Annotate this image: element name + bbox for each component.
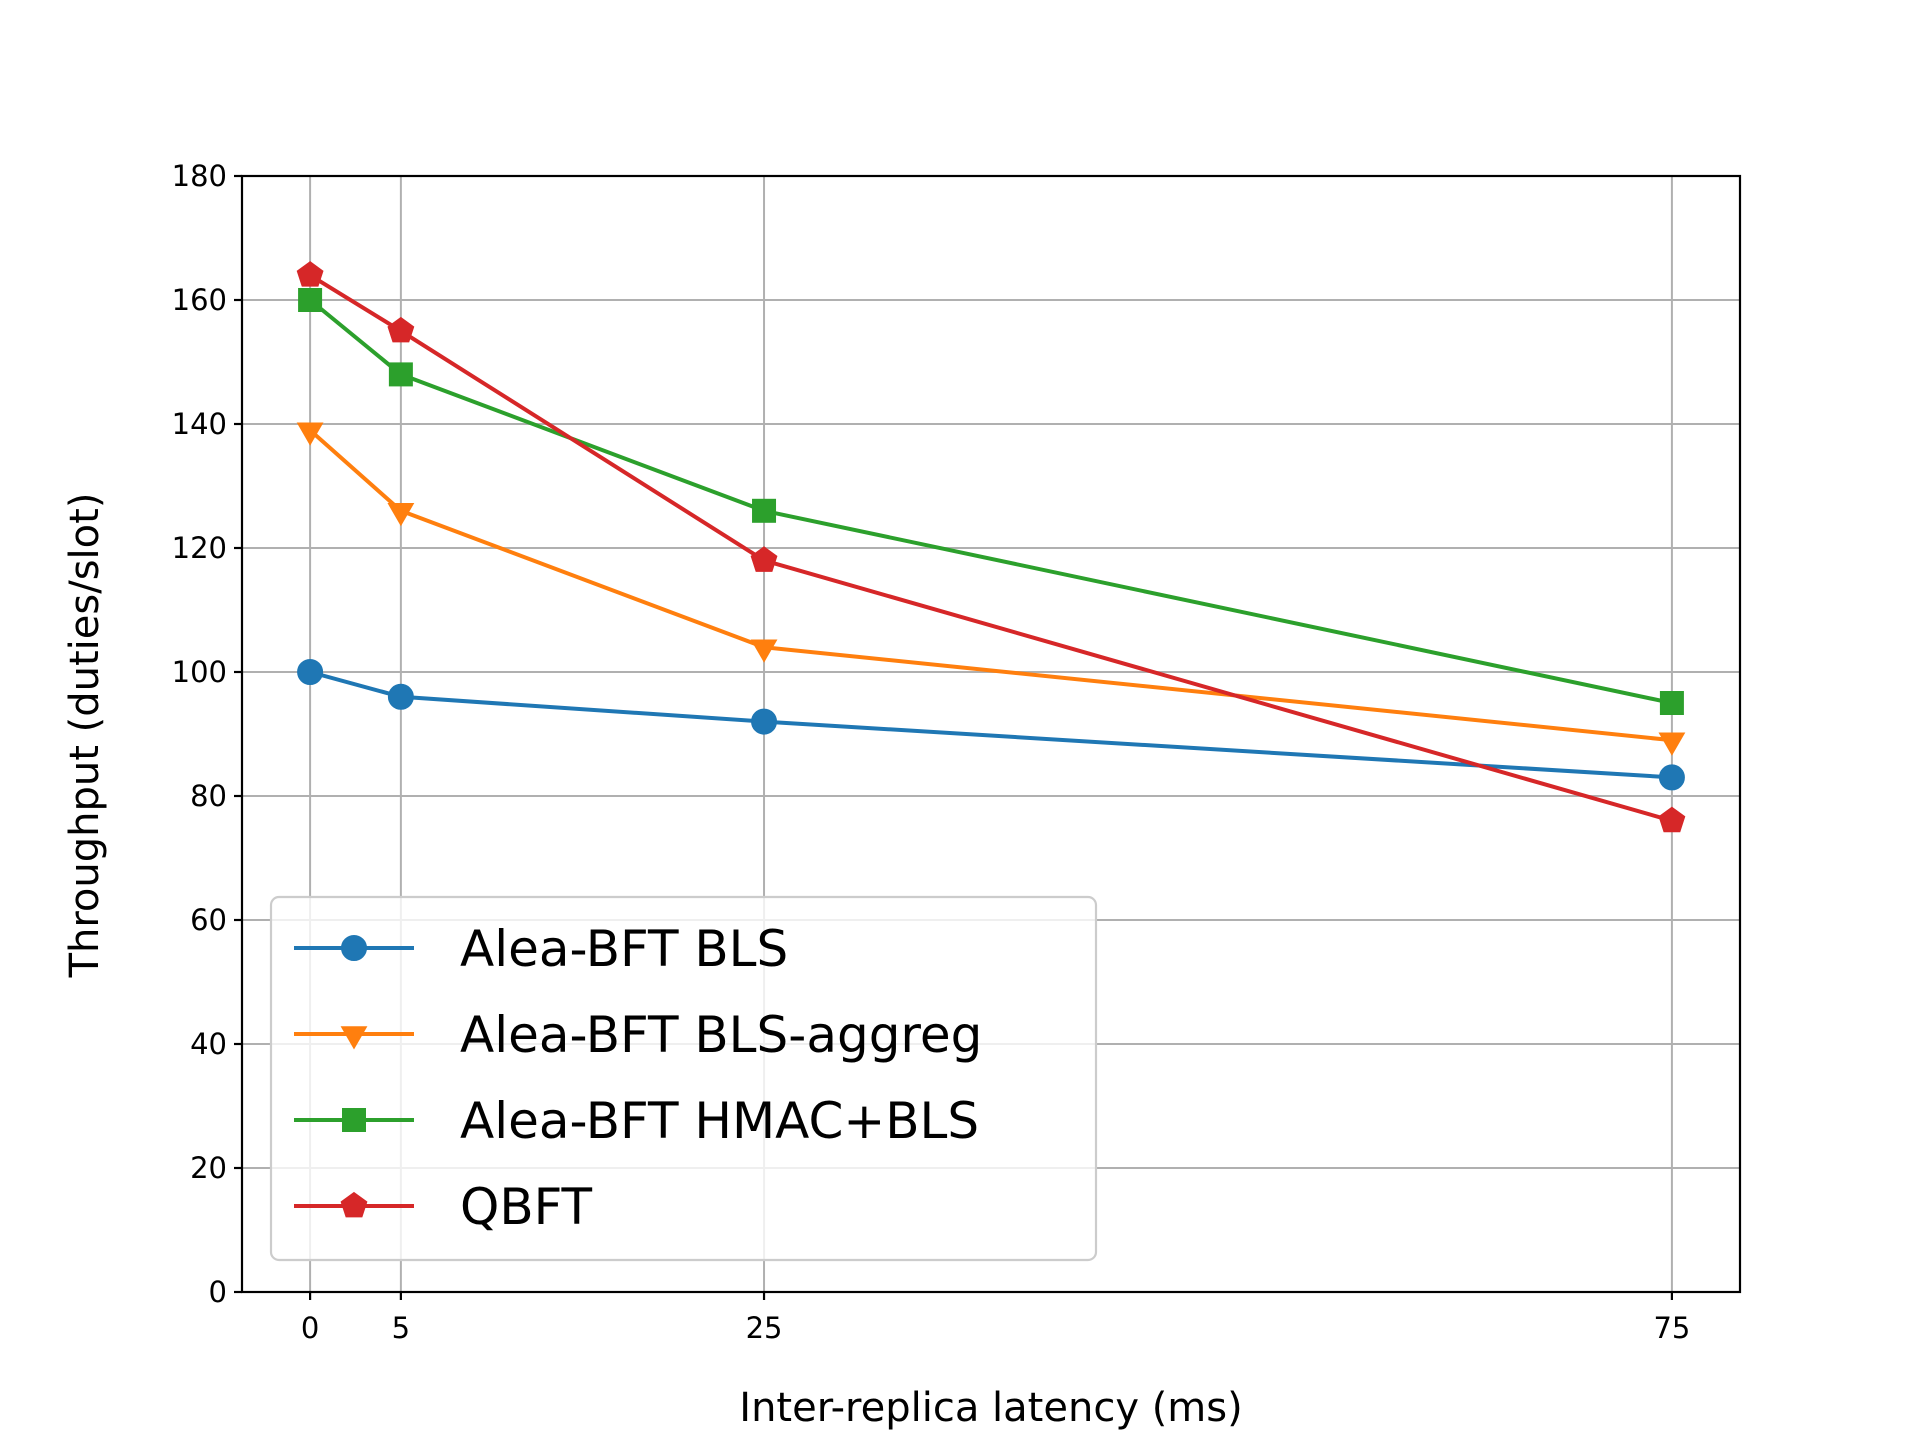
data-point-alea-bft-hmac-bls bbox=[298, 288, 323, 312]
legend-marker-alea-bft-bls-aggreg bbox=[340, 1026, 368, 1050]
y-axis-ticks: 0 20 40 60 80 100 120 140 160 180 bbox=[172, 159, 242, 1309]
data-point-alea-bft-bls-aggreg bbox=[750, 639, 778, 663]
y-tick-label: 80 bbox=[190, 779, 227, 813]
data-point-alea-bft-bls bbox=[751, 708, 778, 735]
series-line-alea-bft-hmac-bls bbox=[307, 297, 1675, 706]
data-point-qbft bbox=[1658, 806, 1686, 833]
data-point-alea-bft-bls-aggreg bbox=[387, 503, 415, 527]
data-point-alea-bft-bls bbox=[297, 659, 324, 685]
y-tick-label: 100 bbox=[172, 655, 227, 689]
y-tick-label: 180 bbox=[172, 159, 227, 193]
y-tick-label: 160 bbox=[172, 283, 227, 317]
y-tick-label: 40 bbox=[190, 1027, 227, 1061]
x-tick-label: 25 bbox=[746, 1311, 783, 1345]
data-point-alea-bft-bls-aggreg bbox=[296, 422, 324, 446]
data-point-alea-bft-hmac-bls bbox=[1659, 691, 1684, 715]
x-axis-title: Inter-replica latency (ms) bbox=[739, 1385, 1242, 1431]
y-tick-label: 140 bbox=[172, 407, 227, 441]
x-tick-label: 75 bbox=[1653, 1311, 1690, 1345]
legend-label-alea-bft-bls: Alea-BFT BLS bbox=[460, 920, 788, 978]
y-axis-title: Throughput (duties/slot) bbox=[62, 493, 108, 979]
data-point-alea-bft-bls bbox=[1658, 764, 1685, 791]
series-markers bbox=[296, 261, 1686, 833]
series-line-alea-bft-bls bbox=[307, 669, 1675, 780]
legend-label-alea-bft-hmac-bls: Alea-BFT HMAC+BLS bbox=[460, 1092, 979, 1150]
x-axis-ticks: 0 5 25 75 bbox=[301, 1292, 1690, 1345]
legend-marker-alea-bft-bls bbox=[341, 935, 367, 961]
data-point-alea-bft-hmac-bls bbox=[752, 498, 777, 523]
legend-marker-alea-bft-hmac-bls bbox=[342, 1108, 366, 1132]
data-point-alea-bft-hmac-bls bbox=[388, 362, 413, 387]
data-point-qbft bbox=[387, 316, 415, 343]
y-tick-label: 120 bbox=[172, 531, 227, 565]
data-point-alea-bft-bls bbox=[387, 683, 414, 710]
y-tick-label: 0 bbox=[209, 1275, 227, 1309]
y-tick-label: 20 bbox=[190, 1151, 227, 1185]
x-tick-label: 0 bbox=[301, 1311, 319, 1345]
series-line-alea-bft-bls-aggreg bbox=[307, 427, 1675, 743]
x-tick-label: 5 bbox=[392, 1311, 410, 1345]
legend-label-alea-bft-bls-aggreg: Alea-BFT BLS-aggreg bbox=[460, 1006, 982, 1064]
legend-label-qbft: QBFT bbox=[460, 1178, 593, 1236]
plot-frame bbox=[240, 174, 1742, 1294]
data-point-alea-bft-bls-aggreg bbox=[1658, 732, 1686, 756]
y-tick-label: 60 bbox=[190, 903, 227, 937]
legend-marker-qbft bbox=[340, 1191, 368, 1218]
data-point-qbft bbox=[296, 261, 324, 287]
legend-box bbox=[269, 895, 1098, 1262]
data-point-qbft bbox=[750, 546, 778, 572]
series-line-qbft bbox=[307, 272, 1675, 824]
series-lines bbox=[307, 272, 1675, 824]
legend: Alea-BFT BLS Alea-BFT BLS-aggreg Alea-BFT … bbox=[269, 895, 1098, 1262]
